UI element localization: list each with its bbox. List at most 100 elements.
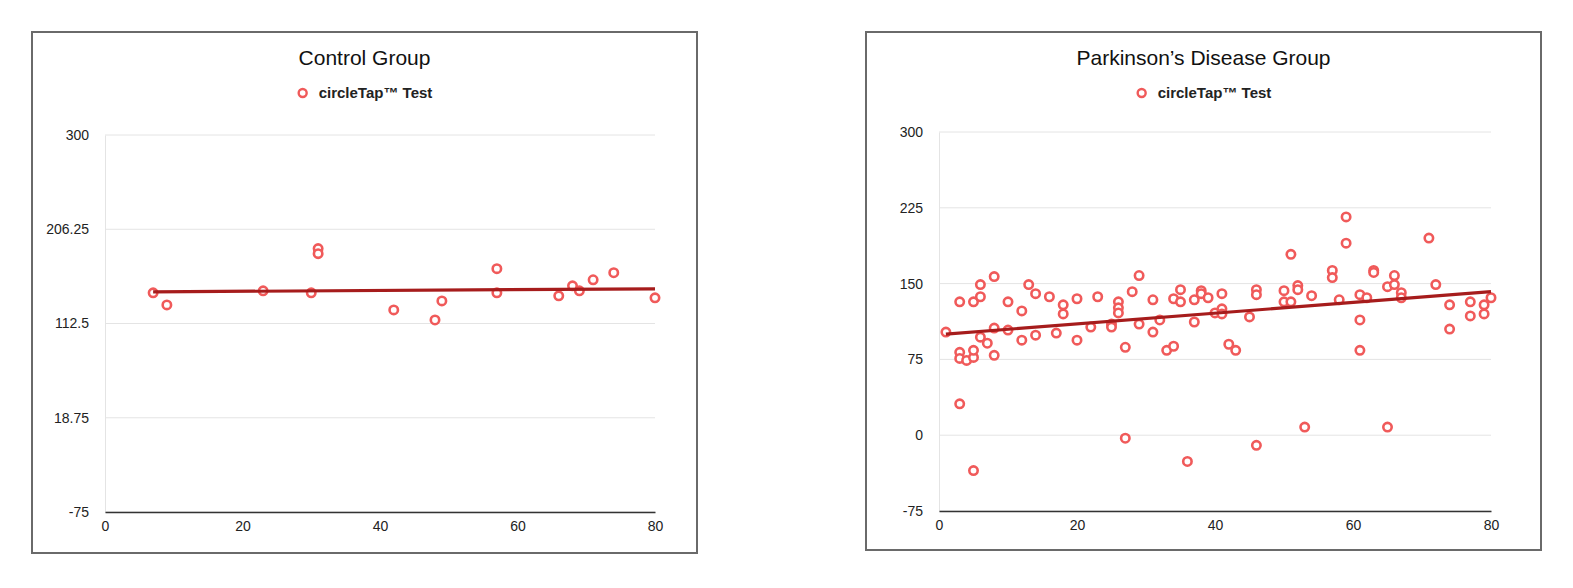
x-tick: 20 [235, 512, 251, 534]
circle-point [1045, 293, 1053, 301]
legend-marker [299, 89, 307, 97]
y-tick: 112.5 [55, 315, 105, 331]
circle-point [1356, 346, 1364, 354]
circle-point [431, 316, 439, 324]
y-axis: -75 0 75 150 225 300 [900, 124, 940, 519]
x-tick-label: 20 [235, 518, 251, 534]
x-tick: 20 [1070, 511, 1086, 533]
legend-label: circleTap™ Test [319, 84, 433, 101]
circle-point [1218, 290, 1226, 298]
circle-point [390, 306, 398, 314]
circle-point [1342, 239, 1350, 247]
grid-line [939, 207, 1491, 208]
grid-line [105, 135, 655, 136]
circle-point [1287, 298, 1295, 306]
x-tick-label: 40 [373, 518, 389, 534]
circle-point [969, 466, 977, 474]
grid-line [939, 132, 1491, 133]
chart-panel: Parkinson’s Disease Group-75075150225300… [866, 32, 1541, 550]
circle-point [1018, 307, 1026, 315]
y-tick-label: 0 [915, 427, 923, 443]
circle-point [1059, 301, 1067, 309]
circle-point [555, 292, 563, 300]
circle-point [1356, 316, 1364, 324]
circle-point [1135, 271, 1143, 279]
circle-point [1445, 301, 1453, 309]
circle-point [1149, 328, 1157, 336]
circle-point [1183, 457, 1191, 465]
y-tick: 150 [900, 276, 939, 292]
circle-point [1149, 296, 1157, 304]
circle-point [1031, 290, 1039, 298]
circle-point [1190, 318, 1198, 326]
y-tick-label: 75 [907, 351, 923, 367]
y-tick: 225 [900, 200, 939, 216]
circle-point [1252, 441, 1260, 449]
circle-point [1018, 336, 1026, 344]
circle-point [976, 293, 984, 301]
y-tick-label: 300 [66, 127, 90, 143]
circle-point [163, 301, 171, 309]
circle-point [983, 339, 991, 347]
circle-point [1114, 309, 1122, 317]
circle-point [1432, 280, 1440, 288]
circle-point [1232, 346, 1240, 354]
circle-point [1073, 336, 1081, 344]
circle-point [1135, 320, 1143, 328]
y-tick: 75 [907, 351, 939, 367]
legend: circleTap™ Test [1138, 84, 1272, 101]
circle-point [969, 346, 977, 354]
y-tick: -75 [903, 503, 939, 519]
circle-point [1466, 298, 1474, 306]
y-tick: 300 [66, 127, 105, 143]
circle-point [956, 298, 964, 306]
y-tick-label: -75 [903, 503, 923, 519]
x-tick: 60 [1346, 511, 1362, 533]
x-tick: 80 [1484, 511, 1500, 533]
chart-title: Control Group [299, 46, 431, 69]
circle-point [1466, 312, 1474, 320]
panel-frame [32, 32, 697, 553]
y-tick: 206.25 [46, 221, 105, 237]
y-tick-label: 112.5 [55, 315, 89, 331]
grid-line [105, 323, 655, 324]
circle-point [976, 280, 984, 288]
x-axis-line [106, 512, 656, 514]
y-tick: 300 [900, 124, 939, 140]
panel-frame [866, 32, 1541, 550]
grid-line [105, 512, 655, 513]
y-tick-label: 206.25 [46, 221, 89, 237]
grid-line [939, 511, 1491, 512]
circle-point [1445, 325, 1453, 333]
x-tick: 60 [510, 512, 526, 534]
y-tick: 0 [915, 427, 939, 443]
circle-point [1328, 273, 1336, 281]
y-tick-label: 18.75 [54, 410, 89, 426]
circle-point [1107, 323, 1115, 331]
x-tick-label: 0 [102, 518, 110, 534]
circle-point [1169, 342, 1177, 350]
circle-point [1390, 280, 1398, 288]
circle-point [1480, 301, 1488, 309]
circle-point [1128, 287, 1136, 295]
y-tick-label: 150 [900, 276, 924, 292]
circle-point [990, 351, 998, 359]
x-tick: 40 [1208, 511, 1224, 533]
x-axis: 020406080 [102, 512, 664, 534]
x-tick: 40 [373, 512, 389, 534]
legend-marker [1138, 89, 1146, 97]
x-tick-label: 40 [1208, 517, 1224, 533]
circle-point [956, 400, 964, 408]
circle-point [314, 249, 322, 257]
circle-point [1176, 285, 1184, 293]
x-tick: 0 [936, 511, 944, 533]
y-tick-label: 225 [900, 200, 924, 216]
y-axis: -7518.75112.5206.25300 [46, 127, 105, 520]
circle-point [493, 265, 501, 273]
circle-point [1059, 310, 1067, 318]
circle-point [1004, 298, 1012, 306]
plot-area [942, 213, 1496, 475]
circle-point [1052, 329, 1060, 337]
grid-line [105, 417, 655, 418]
circle-point [1390, 271, 1398, 279]
